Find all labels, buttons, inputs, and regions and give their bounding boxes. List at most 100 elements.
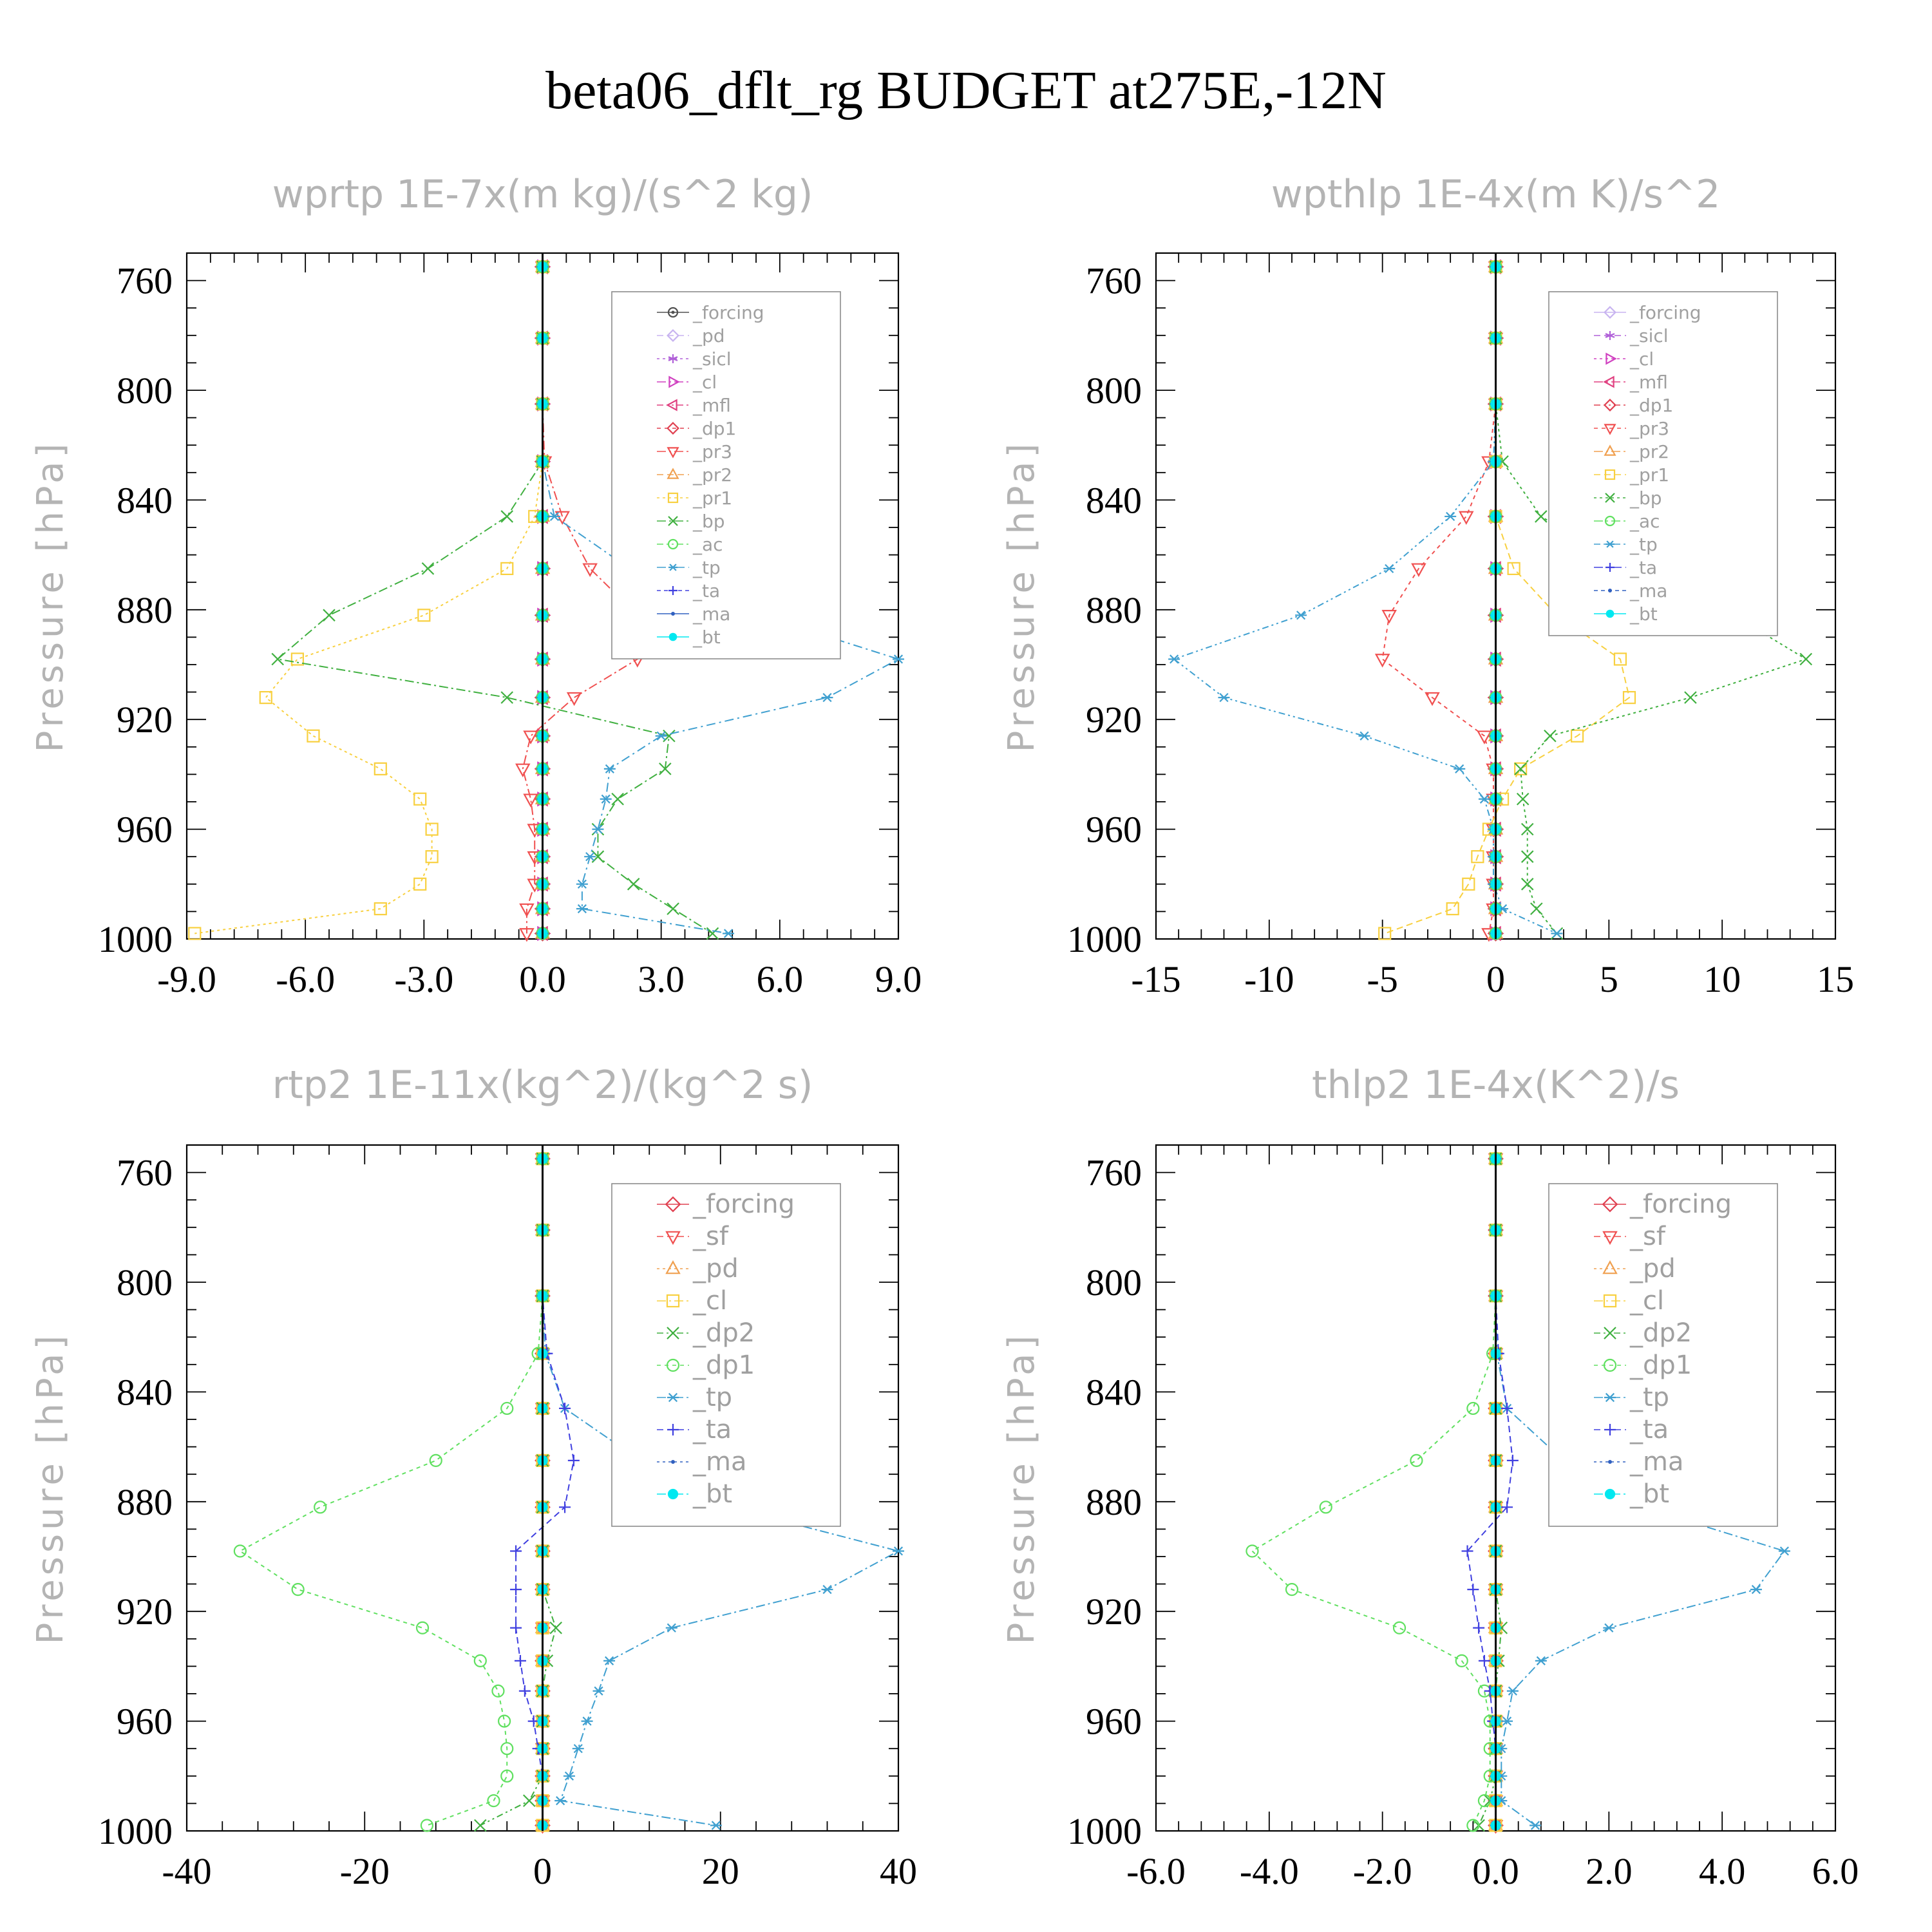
legend-label: _pd (692, 325, 725, 346)
data-point (519, 928, 535, 942)
data-point (487, 1794, 500, 1808)
y-tick-label: 880 (117, 589, 173, 631)
legend-item: _dp1 (1594, 1350, 1692, 1380)
legend-label: _dp1 (1629, 1350, 1692, 1380)
data-point (429, 1454, 442, 1467)
legend-label: _ac (692, 534, 723, 555)
data-point (1478, 1654, 1490, 1667)
legend-item: _bt (657, 1479, 732, 1509)
legend-label: _sf (692, 1222, 729, 1251)
data-point (592, 824, 604, 834)
data-point (567, 1454, 580, 1466)
data-point (611, 792, 624, 806)
data-point (500, 562, 514, 576)
legend-item: _pr2 (657, 464, 732, 486)
data-point (572, 1744, 584, 1754)
chart-panel-4: thlp2 1E-4x(K^2)/s Pressure [hPa] 760 800 84… (1001, 1063, 1859, 1892)
data-point (548, 511, 560, 522)
legend-item: _pd (657, 325, 725, 346)
data-point (1571, 729, 1584, 743)
x-tick-label: 5 (1600, 958, 1618, 1000)
data-point (1378, 927, 1392, 940)
legend-marker (668, 564, 677, 571)
data-point (498, 1714, 511, 1728)
data-point (421, 562, 435, 575)
data-point (290, 652, 304, 666)
legend-label: _dp2 (1629, 1318, 1692, 1348)
legend-label: _forcing (692, 1189, 795, 1219)
legend-item: _dp1 (657, 1350, 755, 1380)
data-point (417, 609, 431, 622)
data-point (1461, 1545, 1473, 1557)
data-point (1467, 1584, 1479, 1596)
legend-item: _sf (657, 1222, 729, 1251)
legend-marker (667, 1488, 679, 1500)
legend-label: _forcing (1629, 302, 1701, 323)
legend-item: _pr1 (657, 488, 732, 509)
x-tick-label: -9.0 (157, 958, 216, 1000)
y-tick-label: 1000 (98, 918, 173, 960)
series-dp1 (1245, 1152, 1502, 1832)
data-point (821, 693, 833, 703)
data-point (425, 822, 439, 836)
legend-item: _bt (1594, 603, 1658, 625)
data-point (563, 1771, 575, 1781)
legend-marker (667, 1424, 679, 1435)
x-tick-label: 10 (1703, 958, 1741, 1000)
x-tick-label: 0.0 (519, 958, 566, 1000)
data-point (1358, 731, 1370, 741)
legend-item: _pr1 (1594, 464, 1669, 486)
legend-label: _cl (1629, 1286, 1664, 1316)
data-point (893, 1546, 904, 1556)
legend-marker (666, 399, 677, 412)
data-point (519, 903, 535, 918)
legend-label: _bt (692, 1479, 732, 1509)
legend-item: _dp1 (657, 418, 736, 439)
legend: _forcing_pd_sicl_cl_mfl_dp1_pr3_pr2_pr1_… (611, 291, 841, 659)
legend-item: _pr2 (1594, 441, 1669, 462)
legend-marker (667, 492, 679, 504)
series-tp (1168, 262, 1563, 938)
x-tick-label: 2.0 (1586, 1850, 1633, 1892)
legend-label: _pr3 (692, 441, 732, 462)
y-tick-label: 920 (1086, 1591, 1142, 1633)
legend-marker (1604, 444, 1616, 456)
legend-label: _bt (1629, 1479, 1669, 1509)
chart-panel-3: rtp2 1E-11x(kg^2)/(kg^2 s) Pressure [hPa]… (30, 1063, 917, 1892)
x-tick-label: 0.0 (1472, 1850, 1519, 1892)
legend-label: _bp (692, 511, 725, 532)
legend-label: _dp1 (1629, 395, 1673, 416)
data-point (474, 1819, 487, 1832)
series-line (522, 267, 638, 934)
legend-item: _cl (657, 1286, 727, 1316)
data-point (1392, 1621, 1406, 1634)
x-tick-label: -15 (1131, 958, 1180, 1000)
data-point (1514, 762, 1527, 775)
y-tick-label: 800 (117, 1262, 173, 1303)
legend-marker (1604, 306, 1616, 319)
legend-marker (667, 329, 679, 342)
legend-item: _ma (657, 1447, 746, 1477)
legend-marker (1603, 1294, 1617, 1308)
x-tick-label: 0 (533, 1850, 552, 1892)
data-point (1544, 729, 1557, 743)
series-ta (510, 1153, 580, 1832)
data-point (1501, 1402, 1513, 1414)
data-point (554, 1796, 567, 1806)
legend-item: _forcing (1594, 302, 1701, 323)
legend-marker (1605, 540, 1615, 548)
data-point (314, 1501, 327, 1514)
data-point (1285, 1583, 1299, 1596)
x-tick-label: -3.0 (394, 958, 453, 1000)
data-point (1799, 652, 1813, 666)
legend-label: _ma (692, 1447, 746, 1477)
data-point (603, 1656, 616, 1665)
legend-item: _pd (1594, 1254, 1676, 1283)
data-point (523, 730, 538, 744)
data-point (592, 1686, 605, 1696)
legend-item: _tp (657, 557, 721, 578)
data-point (603, 764, 616, 773)
y-tick-label: 800 (1086, 1262, 1142, 1303)
legend-marker (667, 422, 679, 435)
y-tick-label: 1000 (1067, 918, 1142, 960)
